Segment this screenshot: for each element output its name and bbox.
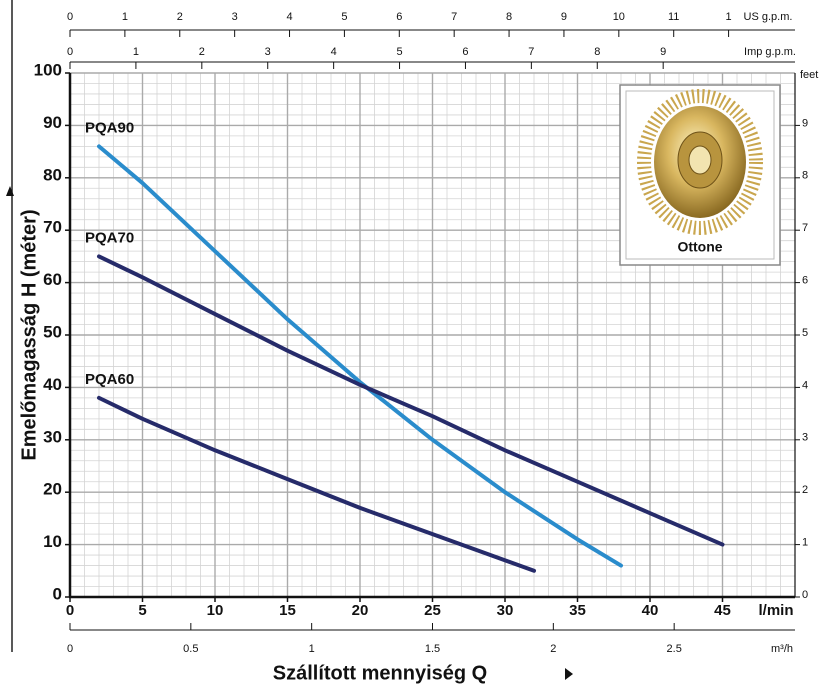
y2-tick-label: 1: [802, 537, 808, 549]
secondary-unit: m³/h: [771, 643, 793, 655]
x-unit: l/min: [758, 602, 793, 619]
inset-label: Ottone: [677, 239, 722, 255]
secondary-tick-label: 7: [528, 46, 534, 58]
y-tick-label: 10: [43, 532, 62, 551]
y-arrow: [6, 186, 14, 196]
secondary-tick-label: 6: [462, 46, 468, 58]
secondary-tick-label: 5: [396, 46, 402, 58]
secondary-tick-label: 1.5: [425, 643, 440, 655]
y2-unit: feet: [800, 69, 818, 81]
x-tick-label: 20: [352, 602, 369, 619]
series-label: PQA60: [85, 371, 134, 388]
secondary-tick-label: 9: [660, 46, 666, 58]
secondary-unit: US g.p.m.: [744, 11, 793, 23]
secondary-tick-label: 2: [177, 11, 183, 23]
secondary-tick-label: 3: [265, 46, 271, 58]
y-tick-label: 90: [43, 113, 62, 132]
inset: Ottone: [619, 84, 781, 266]
secondary-tick-label: 7: [451, 11, 457, 23]
y-tick-label: 70: [43, 218, 62, 237]
y2-tick-label: 9: [802, 117, 808, 129]
y2-tick-label: 5: [802, 327, 808, 339]
secondary-tick-label: 10: [613, 11, 625, 23]
secondary-tick-label: 1: [133, 46, 139, 58]
y-tick-label: 20: [43, 480, 62, 499]
y2-tick-label: 4: [802, 379, 808, 391]
x-tick-label: 30: [497, 602, 514, 619]
y2-tick-label: 7: [802, 222, 808, 234]
secondary-tick-label: 1: [122, 11, 128, 23]
y2-tick-label: 3: [802, 432, 808, 444]
secondary-tick-label: 2: [199, 46, 205, 58]
secondary-tick-label: 8: [594, 46, 600, 58]
secondary-tick-label: 0: [67, 11, 73, 23]
impeller-bore: [688, 145, 712, 175]
secondary-tick-label: 0.5: [183, 643, 198, 655]
y-tick-label: 30: [43, 427, 62, 446]
y-tick-label: 100: [34, 60, 62, 79]
secondary-tick-label: 2: [550, 643, 556, 655]
secondary-tick-label: 5: [341, 11, 347, 23]
x-tick-label: 10: [207, 602, 224, 619]
inset-inner: [625, 90, 775, 260]
y2-tick-label: 0: [802, 589, 808, 601]
x-tick-label: 15: [279, 602, 296, 619]
secondary-tick-label: 6: [396, 11, 402, 23]
secondary-tick-label: 0: [67, 643, 73, 655]
secondary-tick-label: 2.5: [667, 643, 682, 655]
series-line: [97, 395, 536, 573]
impeller-teeth: [637, 89, 763, 235]
y-tick-label: 50: [43, 322, 62, 341]
secondary-tick-label: 1: [726, 11, 732, 23]
x-tick-label: 40: [642, 602, 659, 619]
x-arrow: [565, 668, 573, 680]
series-label: PQA90: [85, 119, 134, 136]
y-axis-title: Emelőmagasság H (méter): [18, 209, 40, 460]
y-tick-label: 0: [53, 584, 62, 603]
x-tick-label: 25: [424, 602, 441, 619]
y-tick-label: 60: [43, 270, 62, 289]
y2-tick-label: 8: [802, 170, 808, 182]
x-tick-label: 45: [714, 602, 731, 619]
secondary-tick-label: 9: [561, 11, 567, 23]
series-line: [97, 254, 725, 547]
y-tick-label: 40: [43, 375, 62, 394]
y-tick-label: 80: [43, 165, 62, 184]
series-label: PQA70: [85, 229, 134, 246]
x-tick-label: 5: [138, 602, 146, 619]
y2-tick-label: 6: [802, 275, 808, 287]
secondary-unit: Imp g.p.m.: [744, 46, 796, 58]
secondary-tick-label: 1: [309, 643, 315, 655]
secondary-tick-label: 0: [67, 46, 73, 58]
secondary-tick-label: 11: [668, 11, 679, 23]
y2-tick-label: 2: [802, 484, 808, 496]
x-axis-title: Szállított mennyiség Q: [273, 662, 487, 684]
secondary-tick-label: 8: [506, 11, 512, 23]
secondary-tick-label: 3: [232, 11, 238, 23]
secondary-tick-label: 4: [286, 11, 292, 23]
x-tick-label: 35: [569, 602, 586, 619]
secondary-tick-label: 4: [331, 46, 337, 58]
x-tick-label: 0: [66, 602, 74, 619]
series-line: [97, 144, 623, 568]
